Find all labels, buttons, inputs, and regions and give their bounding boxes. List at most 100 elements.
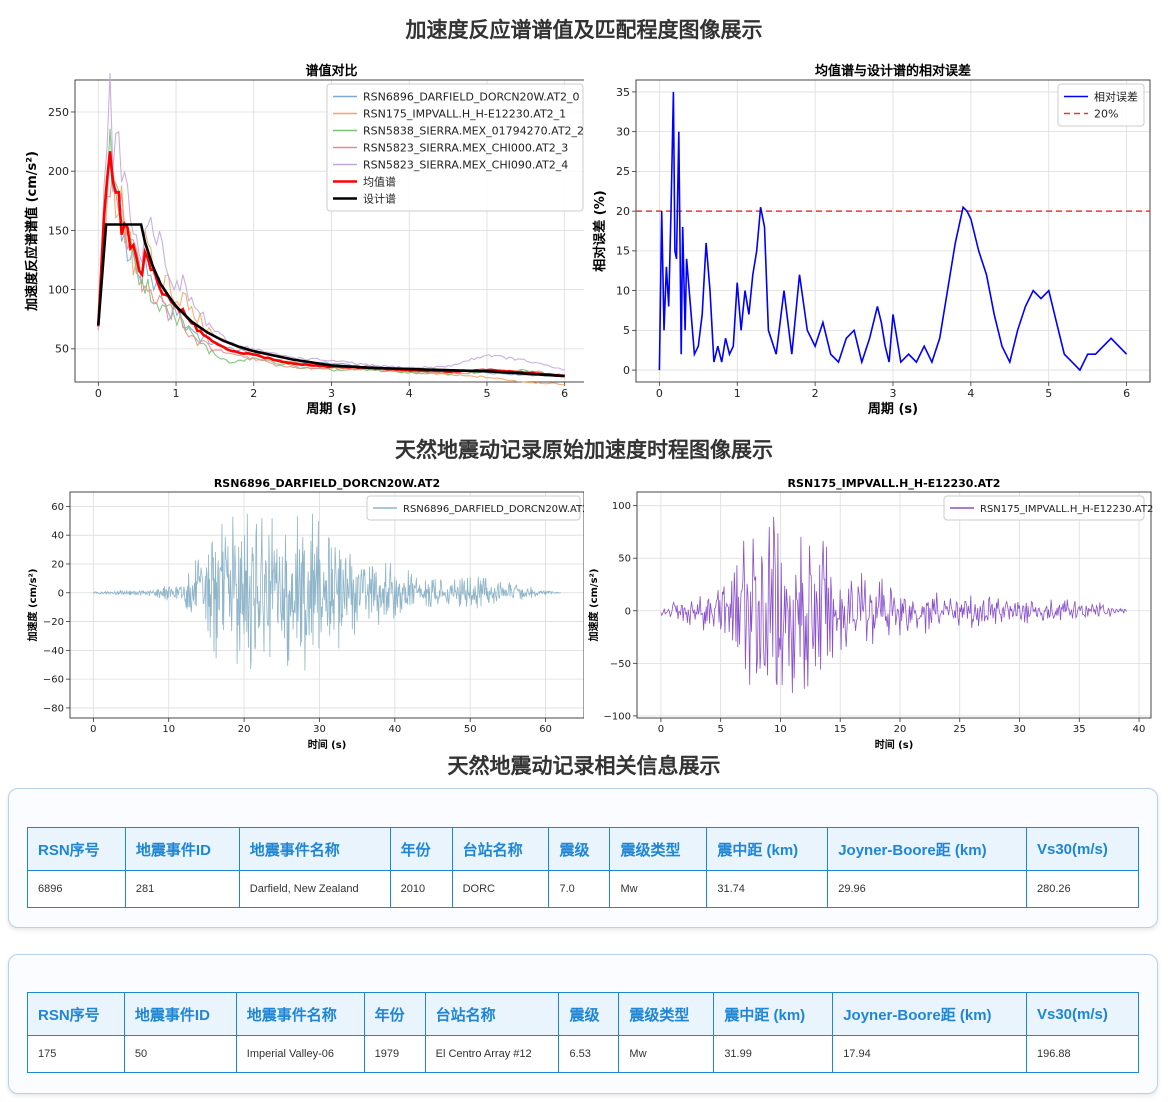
acceleration-trace — [660, 516, 1128, 694]
cell-rsn: 6896 — [27, 870, 126, 908]
x-tick-label: 3 — [890, 387, 897, 400]
x-tick-label: 4 — [406, 387, 413, 400]
x-tick-label: 20 — [894, 724, 907, 735]
cell-vs30: 280.26 — [1025, 870, 1140, 908]
y-tick-label: 100 — [612, 501, 631, 512]
header-magnitude-type: 震级类型 — [618, 992, 715, 1036]
x-axis-label: 时间 (s) — [308, 738, 347, 751]
y-tick-label: 20 — [51, 559, 64, 570]
cell-station: El Centro Array #12 — [424, 1035, 560, 1073]
x-tick-label: 30 — [1013, 724, 1026, 735]
x-tick-label: 1 — [173, 387, 180, 400]
y-tick-label: 50 — [618, 554, 631, 565]
x-tick-label: 15 — [834, 724, 847, 735]
x-tick-label: 35 — [1073, 724, 1086, 735]
header-station: 台站名称 — [451, 827, 550, 871]
y-tick-label: 150 — [48, 224, 69, 237]
plot-frame — [635, 79, 1151, 383]
table-row: 6896 281 Darfield, New Zealand 2010 DORC… — [27, 870, 1140, 908]
x-tick-label: 1 — [734, 387, 741, 400]
x-tick-label: 40 — [1133, 724, 1146, 735]
legend-box — [366, 495, 581, 521]
x-tick-label: 4 — [967, 387, 974, 400]
design-spectrum-line — [97, 223, 565, 378]
cell-year: 2010 — [389, 870, 453, 908]
record-info-card-1: RSN序号 地震事件ID 地震事件名称 年份 台站名称 震级 震级类型 震中距 … — [8, 788, 1158, 928]
x-axis-label: 时间 (s) — [875, 738, 914, 751]
legend-label: 相对误差 — [1094, 90, 1138, 104]
header-event-name: 地震事件名称 — [235, 992, 365, 1036]
x-tick-label: 5 — [717, 724, 723, 735]
y-tick-label: 35 — [616, 86, 630, 99]
header-joyner-boore: Joyner-Boore距 (km) — [827, 827, 1027, 871]
y-tick-label: 25 — [616, 165, 630, 178]
header-year: 年份 — [389, 827, 453, 871]
header-rsn: RSN序号 — [27, 992, 125, 1036]
x-tick-label: 0 — [95, 387, 102, 400]
y-tick-label: 0 — [623, 364, 630, 377]
record-spectrum-line — [97, 73, 565, 371]
rsn175-timeseries-chart: 0 5 10 15 20 25 30 35 40 −100 −50 0 50 100 RSN175_IMPV… — [587, 477, 1153, 751]
y-tick-label: −80 — [43, 703, 64, 714]
x-tick-label: 25 — [953, 724, 966, 735]
y-tick-label: 50 — [55, 343, 69, 356]
legend-label: 设计谱 — [363, 192, 396, 206]
legend-label: RSN6896_DARFIELD_DORCN20W.AT2_0 — [363, 91, 580, 104]
plot-frame — [74, 79, 584, 383]
x-tick-label: 5 — [1045, 387, 1052, 400]
chart-title: RSN175_IMPVALL.H_H-E12230.AT2 — [788, 477, 1001, 490]
cell-event-name: Darfield, New Zealand — [238, 870, 391, 908]
records-section-title: 天然地震动记录原始加速度时程图像展示 — [395, 439, 773, 462]
cell-magnitude-type: Mw — [618, 1035, 715, 1073]
x-tick-label: 20 — [238, 724, 251, 735]
y-axis-label: 加速度 (cm/s²) — [587, 569, 600, 643]
chart-title: 均值谱与设计谱的相对误差 — [815, 63, 971, 79]
y-tick-label: 200 — [48, 165, 69, 178]
record-info-table-1: RSN序号 地震事件ID 地震事件名称 年份 台站名称 震级 震级类型 震中距 … — [27, 827, 1140, 908]
error-line — [658, 91, 1128, 372]
y-tick-label: 10 — [616, 284, 630, 297]
x-tick-label: 30 — [313, 724, 326, 735]
cell-rsn: 175 — [27, 1035, 125, 1073]
y-tick-label: 100 — [48, 283, 69, 296]
cell-joyner-boore: 29.96 — [827, 870, 1027, 908]
cell-magnitude-type: Mw — [609, 870, 708, 908]
header-rsn: RSN序号 — [27, 827, 126, 871]
x-tick-label: 5 — [483, 387, 490, 400]
y-tick-label: 30 — [616, 126, 630, 139]
chart-title: 谱值对比 — [305, 63, 357, 79]
y-tick-label: −20 — [43, 617, 64, 628]
y-tick-label: 0 — [58, 588, 64, 599]
header-vs30: Vs30(m/s) — [1025, 992, 1140, 1036]
info-section-title: 天然地震动记录相关信息展示 — [447, 755, 721, 778]
y-tick-label: 20 — [616, 205, 630, 218]
legend-box — [326, 83, 584, 212]
cell-magnitude: 7.0 — [548, 870, 611, 908]
record-spectrum-line — [97, 154, 565, 386]
y-axis-label: 加速度反应谱谱值 (cm/s²) — [24, 151, 40, 312]
header-event-id: 地震事件ID — [123, 992, 237, 1036]
y-tick-label: 60 — [51, 502, 64, 513]
header-event-id: 地震事件ID — [124, 827, 240, 871]
x-tick-label: 3 — [328, 387, 335, 400]
legend-label: RSN175_IMPVALL.H_H-E12230.AT2 — [980, 504, 1153, 515]
record-info-card-2: RSN序号 地震事件ID 地震事件名称 年份 台站名称 震级 震级类型 震中距 … — [8, 954, 1158, 1094]
header-event-name: 地震事件名称 — [238, 827, 391, 871]
cell-event-id: 281 — [124, 870, 240, 908]
x-axis-label: 周期 (s) — [868, 402, 918, 417]
legend-box — [943, 495, 1145, 521]
x-tick-label: 6 — [561, 387, 568, 400]
y-tick-label: −100 — [604, 711, 631, 722]
cell-station: DORC — [451, 870, 550, 908]
legend-label: RSN5823_SIERRA.MEX_CHI090.AT2_4 — [363, 159, 568, 172]
x-tick-label: 10 — [162, 724, 175, 735]
cell-magnitude: 6.53 — [558, 1035, 620, 1073]
header-station: 台站名称 — [424, 992, 560, 1036]
legend-label: RSN5823_SIERRA.MEX_CHI000.AT2_3 — [363, 142, 568, 155]
x-tick-label: 60 — [539, 724, 552, 735]
table-row: 175 50 Imperial Valley-06 1979 El Centro… — [27, 1035, 1140, 1073]
y-axis-label: 加速度 (cm/s²) — [26, 569, 39, 643]
rsn6896-timeseries-chart: 0 10 20 30 40 50 60 −80 −60 −40 −20 0 20 40 60 RSN6896_… — [26, 477, 584, 751]
y-tick-label: 0 — [625, 606, 631, 617]
